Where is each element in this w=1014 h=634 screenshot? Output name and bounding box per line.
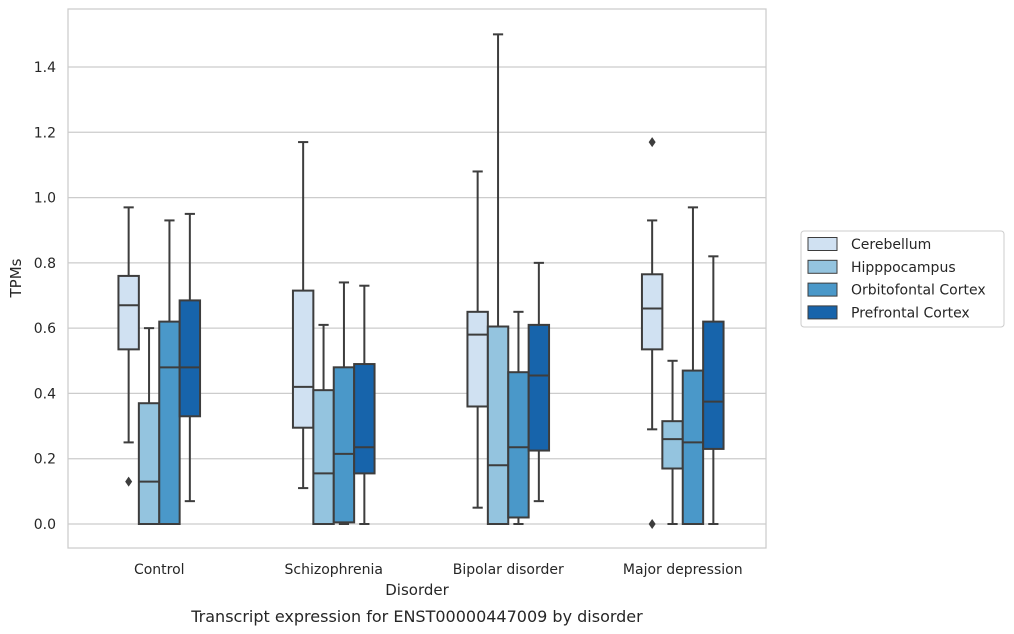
box-iqr xyxy=(466,310,489,408)
box-prefrontal-cortex xyxy=(178,212,202,503)
y-tick-labels: 0.0 0.2 0.4 0.6 0.8 1.0 1.2 1.4 xyxy=(34,60,56,533)
box-iqr xyxy=(178,299,202,418)
outlier-marker xyxy=(648,519,656,529)
box-prefrontal-cortex xyxy=(702,255,725,525)
box-iqr xyxy=(312,389,335,525)
box-iqr xyxy=(681,369,705,526)
box-orbitofontal-cortex xyxy=(332,281,356,525)
y-axis-title: TPMs xyxy=(7,258,25,298)
box-iqr xyxy=(702,320,725,450)
box-iqr xyxy=(158,320,181,525)
box-cerebellum xyxy=(291,141,315,490)
legend-swatch xyxy=(807,259,838,274)
y-tick-label: 0.8 xyxy=(34,256,56,272)
legend-label: Cerebellum xyxy=(851,237,931,253)
box-iqr xyxy=(332,366,356,524)
legend-swatch xyxy=(807,237,838,251)
box-iqr xyxy=(117,274,140,351)
box-hipppocampus xyxy=(661,359,684,525)
box-iqr xyxy=(486,325,510,525)
outlier-marker xyxy=(648,137,656,148)
x-axis-title: Disorder xyxy=(385,581,449,599)
box-hipppocampus xyxy=(137,327,161,526)
outlier-marker xyxy=(125,476,133,487)
legend-swatch xyxy=(807,305,838,320)
y-tick-label: 0.4 xyxy=(34,386,56,402)
legend-frame xyxy=(800,230,1005,328)
box-orbitofontal-cortex xyxy=(681,206,705,526)
legend-label: Prefrontal Cortex xyxy=(851,305,970,321)
legend: Cerebellum Hipppocampus Orbitofontal Corte… xyxy=(800,230,1005,328)
box-hipppocampus xyxy=(486,33,510,525)
box-iqr xyxy=(353,363,376,475)
box-hipppocampus xyxy=(312,323,335,525)
y-tick-label: 1.4 xyxy=(34,60,56,76)
box-prefrontal-cortex xyxy=(353,284,376,525)
legend-swatch xyxy=(807,282,838,297)
box-iqr xyxy=(527,323,551,452)
box-iqr xyxy=(661,420,684,470)
x-tick-label: Bipolar disorder xyxy=(453,562,564,578)
x-tick-labels: Control Schizophrenia Bipolar disorder Majo… xyxy=(134,562,743,578)
y-tick-label: 1.2 xyxy=(34,125,56,141)
box-orbitofontal-cortex xyxy=(507,310,530,525)
legend-label: Orbitofontal Cortex xyxy=(851,283,986,299)
box-iqr xyxy=(291,289,315,429)
figure-caption: Transcript expression for ENST0000044700… xyxy=(190,607,643,626)
y-tick-label: 0.6 xyxy=(34,321,56,337)
box-prefrontal-cortex xyxy=(527,261,551,503)
box-iqr xyxy=(137,402,161,526)
legend-label: Hipppocampus xyxy=(851,260,956,276)
box-iqr xyxy=(507,371,530,519)
x-tick-label: Control xyxy=(134,562,185,578)
box-iqr xyxy=(640,273,664,351)
x-tick-label: Major depression xyxy=(623,562,743,578)
box-cerebellum xyxy=(466,170,489,509)
box-series xyxy=(117,33,725,529)
plot-frame xyxy=(67,8,767,549)
box-cerebellum xyxy=(117,206,140,487)
box-orbitofontal-cortex xyxy=(158,219,181,525)
x-tick-label: Schizophrenia xyxy=(285,562,383,578)
y-tick-label: 0.2 xyxy=(34,452,56,468)
y-tick-label: 1.0 xyxy=(34,191,56,207)
y-tick-label: 0.0 xyxy=(34,517,56,533)
box-cerebellum xyxy=(640,137,664,529)
